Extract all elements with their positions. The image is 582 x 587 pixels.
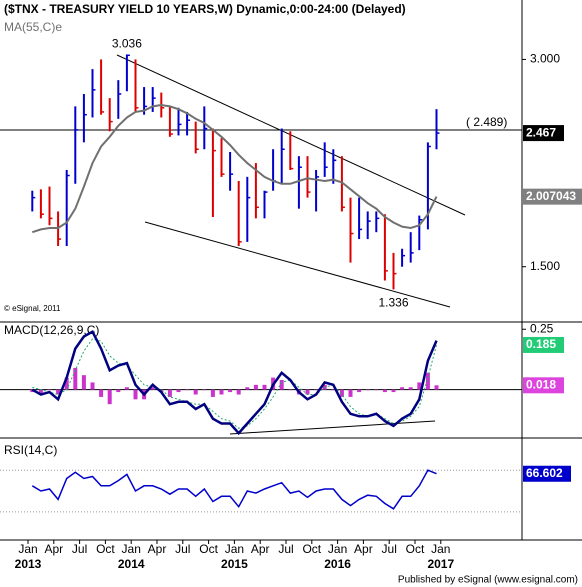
histogram-bar: [236, 389, 241, 395]
x-year-label: 2014: [118, 557, 145, 571]
histogram-bar: [365, 389, 370, 391]
histogram-bar: [357, 389, 362, 393]
histogram-bar: [90, 382, 95, 390]
histogram-bar: [150, 387, 155, 390]
histogram-bar: [228, 389, 233, 393]
histogram-bar: [382, 389, 387, 393]
histogram-bar: [124, 387, 129, 390]
ma-line: [31, 103, 438, 234]
histogram-bar: [116, 389, 121, 393]
histogram-value: 0.018: [526, 377, 556, 391]
histogram-bar: [279, 380, 284, 390]
histogram-bar: [176, 389, 181, 393]
rsi-value-box: [523, 465, 571, 482]
trend-line: [229, 420, 436, 435]
histogram-bar: [262, 384, 267, 390]
histogram-bar: [202, 389, 207, 391]
x-year-label: 2017: [427, 557, 454, 571]
histogram-bar: [408, 387, 413, 390]
trend-line: [144, 221, 451, 308]
x-year-label: 2013: [15, 557, 42, 571]
histogram-bar: [99, 389, 104, 397]
annotation: 1.336: [378, 296, 408, 310]
histogram-bar: [253, 384, 258, 390]
histogram-bar: [305, 389, 310, 395]
macd-line: [31, 329, 438, 436]
x-tick-label: Apr: [251, 542, 270, 556]
footer: Published by eSignal (www.esignal.com): [398, 575, 578, 586]
histogram-bar: [73, 367, 78, 390]
histogram-bar: [348, 389, 353, 397]
x-year-label: 2015: [221, 557, 248, 571]
x-tick-label: Apr: [354, 542, 373, 556]
x-tick-label: Jan: [431, 542, 450, 556]
ma-value-box: [523, 188, 582, 205]
signal-value: 0.185: [526, 337, 556, 351]
signal-line: [32, 338, 437, 429]
x-tick-label: Jul: [278, 542, 293, 556]
histogram-bar: [288, 389, 293, 391]
legend-entry: MA(55,C)e: [4, 20, 62, 34]
histogram-bar: [167, 389, 172, 397]
x-tick-label: Oct: [406, 542, 425, 556]
x-tick-label: Jan: [328, 542, 347, 556]
panel-title: MACD(12,26,9,C): [4, 323, 99, 337]
histogram-bar: [434, 385, 439, 390]
x-tick-label: Jul: [175, 542, 190, 556]
histogram-bar: [245, 387, 250, 390]
panel-title: RSI(14,C): [4, 443, 57, 457]
signal-value-box: [523, 336, 564, 353]
x-tick-label: Jan: [225, 542, 244, 556]
histogram-bar: [64, 377, 69, 390]
histogram-bar: [425, 372, 430, 390]
credit: © eSignal, 2011: [4, 304, 61, 313]
ma-value: 2.007043: [526, 189, 576, 203]
histogram-bar: [81, 375, 86, 390]
histogram-bar: [185, 389, 190, 391]
histogram-bar: [331, 389, 336, 391]
histogram-bar: [38, 389, 43, 395]
y-tick-label: 0.25: [530, 321, 554, 335]
x-tick-label: Oct: [199, 542, 218, 556]
last-value-box: [523, 125, 564, 142]
histogram-bar: [339, 389, 344, 397]
x-tick-label: Apr: [148, 542, 167, 556]
x-tick-label: Jul: [382, 542, 397, 556]
histogram-bar: [314, 389, 319, 391]
x-tick-label: Jan: [122, 542, 141, 556]
level-label: ( 2.489): [466, 115, 507, 129]
rsi-line: [31, 469, 437, 510]
x-tick-label: Jul: [72, 542, 87, 556]
histogram-bar: [56, 389, 61, 395]
chart-title: ($TNX - TREASURY YIELD 10 YEARS,W) Dynam…: [4, 2, 406, 16]
x-tick-label: Apr: [44, 542, 63, 556]
histogram-bar: [391, 389, 396, 393]
histogram-bar: [133, 389, 138, 400]
histogram-bar: [400, 387, 405, 390]
histogram-bar: [210, 389, 215, 397]
x-tick-label: Jan: [18, 542, 37, 556]
histogram-bar: [193, 389, 198, 395]
x-tick-label: Oct: [302, 542, 321, 556]
histogram-bar: [47, 389, 52, 391]
rsi-value: 66.602: [526, 466, 563, 480]
x-year-label: 2016: [324, 557, 351, 571]
histogram-value-box: [523, 377, 564, 394]
histogram-bar: [374, 389, 379, 391]
y-tick-label: 3.000: [530, 52, 560, 66]
x-tick-label: Oct: [96, 542, 115, 556]
annotation: 3.036: [112, 37, 142, 51]
y-tick-label: 1.500: [530, 259, 560, 273]
histogram-bar: [107, 389, 112, 405]
histogram-bar: [219, 389, 224, 395]
last-value: 2.467: [526, 125, 556, 139]
histogram-bar: [417, 382, 422, 390]
